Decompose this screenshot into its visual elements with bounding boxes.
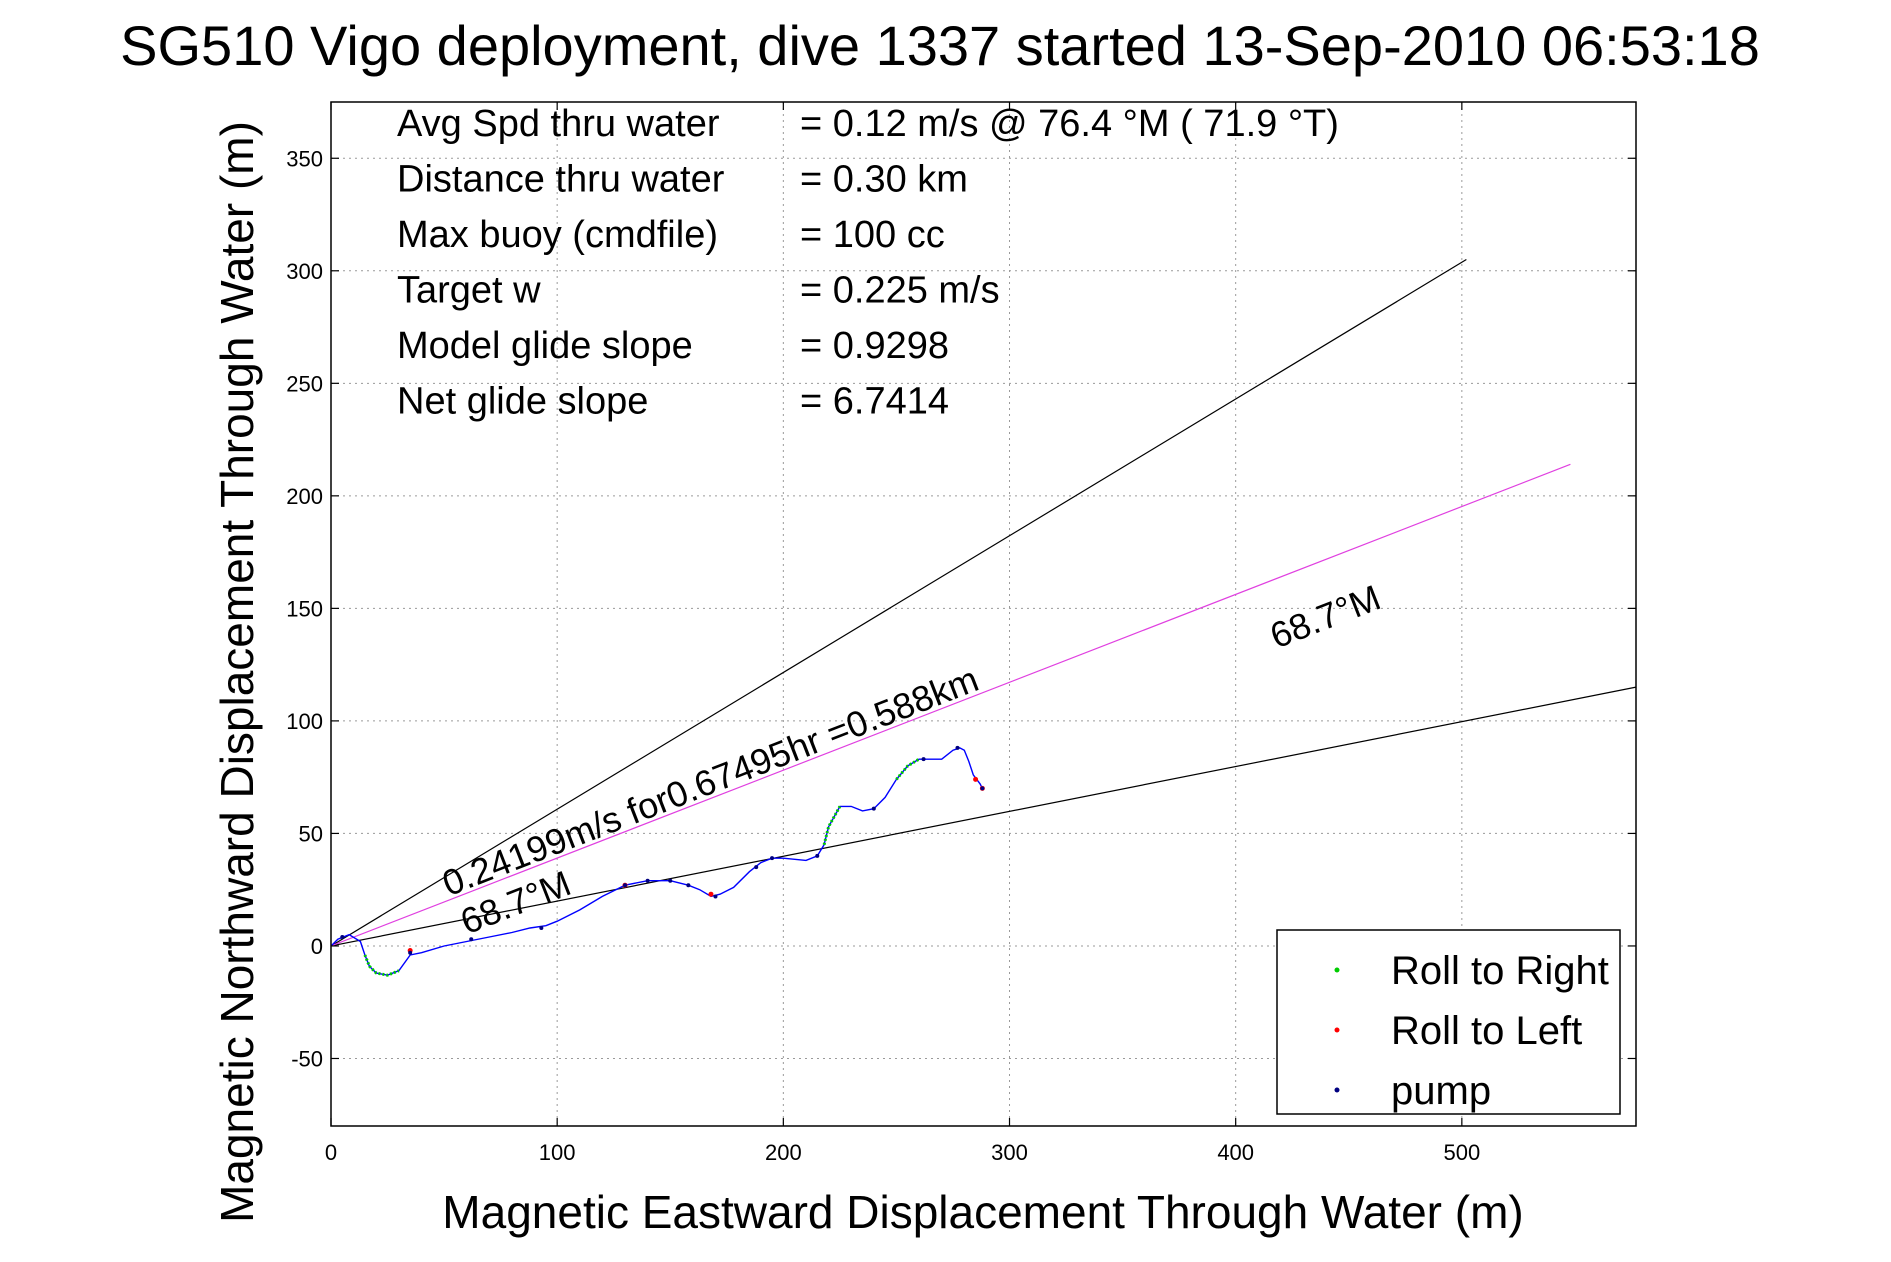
reference-line <box>330 463 1571 947</box>
x-tick-label: 200 <box>765 1140 802 1165</box>
x-tick-label: 0 <box>325 1140 337 1165</box>
pump-point <box>871 806 876 811</box>
legend-marker <box>1334 1087 1340 1093</box>
roll-left-point <box>708 891 714 897</box>
info-value: = 0.30 km <box>800 159 968 201</box>
info-value: = 0.12 m/s @ 76.4 °M ( 71.9 °T) <box>800 103 1339 145</box>
annotations: 0.24199m/s for0.67495hr =0.588km68.7°M68… <box>437 577 1386 943</box>
reference-line <box>330 259 1467 947</box>
pump-point <box>539 925 544 930</box>
info-value: = 6.7414 <box>800 381 949 423</box>
info-label: Net glide slope <box>397 381 648 423</box>
y-tick-label: -50 <box>291 1046 323 1071</box>
axis-ticks: 0 100 200 300 400 500 -50 0 50 100 150 200 250 300 350 <box>286 102 1636 1165</box>
info-value: = 0.225 m/s <box>800 270 1000 312</box>
pump-point <box>980 786 985 791</box>
legend-marker <box>1334 967 1340 973</box>
pump-point <box>815 853 820 858</box>
info-label: Avg Spd thru water <box>397 103 720 145</box>
legend-label: Roll to Left <box>1391 1009 1582 1053</box>
pump-point <box>340 934 345 939</box>
pump-point <box>770 856 775 861</box>
pump-point <box>645 878 650 883</box>
x-tick-label: 500 <box>1443 1140 1480 1165</box>
reference-line <box>330 686 1637 947</box>
x-axis-label: Magnetic Eastward Displacement Through W… <box>442 1186 1523 1238</box>
y-tick-label: 250 <box>286 371 323 396</box>
info-panel: Avg Spd thru water = 0.12 m/s @ 76.4 °M (… <box>397 103 1339 423</box>
legend-label: Roll to Right <box>1391 949 1609 993</box>
roll-right-segment <box>895 757 920 781</box>
legend: Roll to Right Roll to Left pump <box>1276 929 1621 1115</box>
info-value: = 100 cc <box>800 214 945 256</box>
pump-point <box>408 950 413 955</box>
info-label: Max buoy (cmdfile) <box>397 214 718 256</box>
info-value: = 0.9298 <box>800 325 949 367</box>
pump-point <box>668 878 673 883</box>
y-axis-label: Magnetic Northward Displacement Through … <box>211 121 263 1223</box>
y-tick-label: 0 <box>311 934 323 959</box>
pump-point <box>713 894 718 899</box>
pump-point <box>754 865 759 870</box>
pump-point <box>955 745 960 750</box>
pump-point <box>686 883 691 888</box>
track-markers <box>340 745 985 955</box>
legend-box <box>1276 929 1621 1115</box>
y-tick-label: 50 <box>299 821 323 846</box>
x-tick-label: 100 <box>539 1140 576 1165</box>
roll-left-point <box>973 776 979 782</box>
roll-right-segment <box>363 954 400 977</box>
pump-point <box>469 937 474 942</box>
legend-marker <box>1334 1027 1340 1033</box>
plot-frame <box>330 101 1637 1127</box>
info-label: Distance thru water <box>397 159 725 201</box>
chart-title: SG510 Vigo deployment, dive 1337 started… <box>120 14 1760 77</box>
info-label: Target w <box>397 270 541 312</box>
reference-lines <box>330 259 1637 947</box>
y-tick-label: 350 <box>286 146 323 171</box>
x-tick-label: 300 <box>991 1140 1028 1165</box>
line-annotation: 0.24199m/s for0.67495hr =0.588km <box>437 658 984 904</box>
y-tick-label: 300 <box>286 259 323 284</box>
roll-right-segment <box>822 805 842 846</box>
info-label: Model glide slope <box>397 325 693 367</box>
y-tick-label: 100 <box>286 709 323 734</box>
pump-point <box>623 883 628 888</box>
x-tick-label: 400 <box>1217 1140 1254 1165</box>
y-tick-label: 150 <box>286 596 323 621</box>
y-tick-label: 200 <box>286 484 323 509</box>
line-annotation: 68.7°M <box>1264 577 1386 657</box>
pump-point <box>921 757 926 762</box>
legend-label: pump <box>1391 1069 1491 1113</box>
